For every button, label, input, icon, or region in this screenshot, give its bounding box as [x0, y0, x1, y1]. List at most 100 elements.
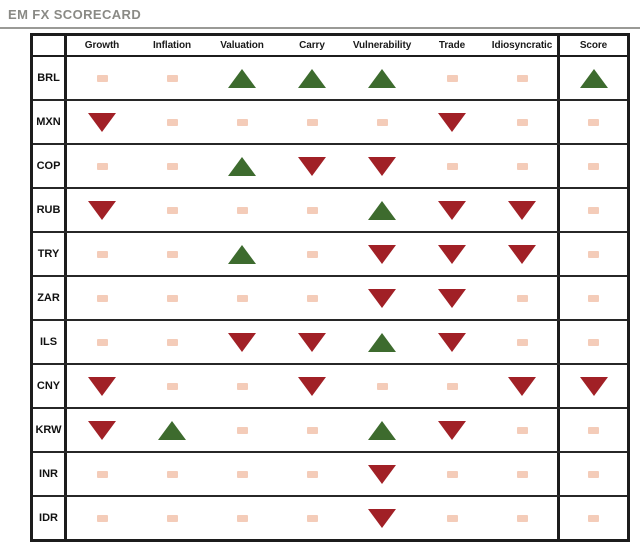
up-triangle-icon [368, 420, 396, 440]
up-triangle-icon [368, 200, 396, 220]
cell-try-inflation [137, 233, 207, 275]
cell-inr-valuation [207, 453, 277, 495]
neutral-square-icon [166, 514, 178, 522]
column-header-growth: Growth [84, 40, 120, 51]
neutral-square-icon [446, 382, 458, 390]
cell-idr-inflation [137, 497, 207, 539]
cell-inr-idiosyncratic [487, 453, 557, 495]
cell-brl-idiosyncratic [487, 57, 557, 99]
cell-idr-trade [417, 497, 487, 539]
neutral-square-icon [516, 118, 528, 126]
neutral-square-icon [588, 118, 599, 126]
neutral-square-icon [516, 426, 528, 434]
neutral-square-icon [376, 382, 388, 390]
cell-zar-trade [417, 277, 487, 319]
down-triangle-icon [368, 508, 396, 528]
neutral-square-icon [446, 162, 458, 170]
cell-ils-inflation [137, 321, 207, 363]
column-header-vulnerability: Vulnerability [352, 40, 412, 51]
title-underline [0, 27, 640, 29]
cell-krw-idiosyncratic [487, 409, 557, 451]
cell-cop-inflation [137, 145, 207, 187]
cell-try-growth [67, 233, 137, 275]
cell-idr-vulnerability [347, 497, 417, 539]
cell-mxn-vulnerability [347, 101, 417, 143]
down-triangle-icon [368, 156, 396, 176]
column-header-inflation: Inflation [153, 40, 191, 51]
column-header-idiosyncratic: Idiosyncratic [491, 40, 553, 51]
down-triangle-icon [88, 112, 116, 132]
down-triangle-icon [88, 376, 116, 396]
cell-ils-valuation [207, 321, 277, 363]
cell-inr-growth [67, 453, 137, 495]
table-row-try: TRY [33, 233, 627, 277]
cell-brl-inflation [137, 57, 207, 99]
down-triangle-icon [298, 376, 326, 396]
neutral-square-icon [446, 470, 458, 478]
up-triangle-icon [298, 68, 326, 88]
table-body: BRL MXN COP RUB TRY ZAR ILS CNY KRW INR IDR [33, 57, 627, 539]
cell-try-carry [277, 233, 347, 275]
neutral-square-icon [588, 470, 599, 478]
cell-try-vulnerability [347, 233, 417, 275]
cell-ils-vulnerability [347, 321, 417, 363]
cell-krw-vulnerability [347, 409, 417, 451]
down-triangle-icon [438, 332, 466, 352]
cell-rub-idiosyncratic [487, 189, 557, 231]
neutral-square-icon [306, 206, 318, 214]
down-triangle-icon [438, 288, 466, 308]
currency-label: TRY [33, 233, 67, 275]
cell-cny-inflation [137, 365, 207, 407]
currency-label: MXN [33, 101, 67, 143]
neutral-square-icon [516, 162, 528, 170]
cell-try-score [557, 233, 627, 275]
neutral-square-icon [236, 118, 248, 126]
cell-cop-growth [67, 145, 137, 187]
down-triangle-icon [88, 200, 116, 220]
cell-krw-valuation [207, 409, 277, 451]
cell-brl-growth [67, 57, 137, 99]
cell-cny-score [557, 365, 627, 407]
cell-cop-carry [277, 145, 347, 187]
neutral-square-icon [236, 514, 248, 522]
neutral-square-icon [236, 426, 248, 434]
neutral-square-icon [166, 74, 178, 82]
page-title: EM FX SCORECARD [8, 7, 142, 22]
down-triangle-icon [579, 376, 608, 396]
neutral-square-icon [446, 514, 458, 522]
cell-ils-growth [67, 321, 137, 363]
down-triangle-icon [508, 244, 536, 264]
cell-krw-carry [277, 409, 347, 451]
down-triangle-icon [508, 200, 536, 220]
cell-cop-trade [417, 145, 487, 187]
cell-cny-carry [277, 365, 347, 407]
table-row-rub: RUB [33, 189, 627, 233]
cell-ils-carry [277, 321, 347, 363]
neutral-square-icon [306, 426, 318, 434]
cell-rub-valuation [207, 189, 277, 231]
neutral-square-icon [588, 338, 599, 346]
neutral-square-icon [588, 514, 599, 522]
neutral-square-icon [516, 514, 528, 522]
neutral-square-icon [166, 250, 178, 258]
neutral-square-icon [96, 74, 108, 82]
cell-rub-inflation [137, 189, 207, 231]
cell-idr-score [557, 497, 627, 539]
neutral-square-icon [376, 118, 388, 126]
currency-label: ILS [33, 321, 67, 363]
cell-mxn-trade [417, 101, 487, 143]
up-triangle-icon [579, 68, 608, 88]
neutral-square-icon [166, 382, 178, 390]
column-header-carry: Carry [299, 40, 325, 51]
neutral-square-icon [306, 118, 318, 126]
cell-inr-inflation [137, 453, 207, 495]
neutral-square-icon [96, 338, 108, 346]
cell-inr-trade [417, 453, 487, 495]
neutral-square-icon [96, 250, 108, 258]
cell-zar-carry [277, 277, 347, 319]
down-triangle-icon [298, 156, 326, 176]
cell-krw-score [557, 409, 627, 451]
down-triangle-icon [228, 332, 256, 352]
cell-idr-idiosyncratic [487, 497, 557, 539]
cell-rub-vulnerability [347, 189, 417, 231]
